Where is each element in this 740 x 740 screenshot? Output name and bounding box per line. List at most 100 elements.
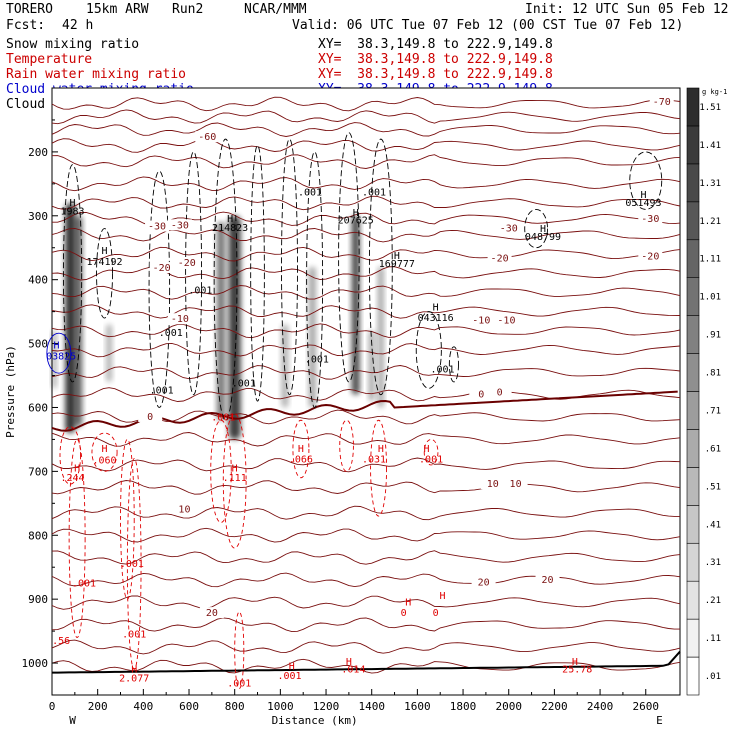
x-tick-label: 2200: [541, 700, 568, 713]
west-label: W: [69, 714, 76, 727]
rain-water-contour: [126, 458, 142, 670]
rain-water-contour: [91, 432, 118, 472]
cloud-ice-contour: [629, 151, 663, 210]
colorbar-segment: [686, 353, 700, 392]
colorbar-level-label: .41: [705, 520, 721, 530]
model-name: TORERO: [6, 2, 53, 17]
cloud-ice-contour: [213, 138, 238, 421]
rain-water-label: H: [74, 463, 80, 474]
colorbar-level-label: .21: [705, 596, 721, 606]
legend-field-name: Rain water mixing ratio: [6, 67, 187, 82]
model-resolution: 15km ARW: [86, 2, 149, 17]
x-tick-label: 0: [49, 700, 56, 713]
temperature-label: -30: [171, 220, 189, 231]
temperature-contour: [51, 122, 681, 137]
snow-shading-column: [377, 266, 384, 408]
temperature-label-bg: [494, 314, 519, 326]
colorbar-level-label: .91: [705, 331, 721, 341]
temperature-label: 10: [178, 505, 190, 516]
temperature-label-bg: [487, 252, 512, 264]
temperature-label: -20: [641, 252, 659, 263]
temperature-label: -30: [500, 223, 518, 234]
y-tick-label: 600: [28, 401, 48, 414]
snow-shading-column: [228, 215, 241, 440]
cloud-ice-label: 048799: [525, 232, 561, 243]
legend-field-name: Temperature: [6, 52, 93, 67]
temperature-contour: [51, 304, 681, 319]
temperature-label: 20: [478, 577, 490, 588]
rain-water-contour: [68, 438, 86, 638]
temperature-contour: [51, 480, 681, 495]
temperature-label-bg: [149, 262, 174, 274]
cloud-ice-contour: [281, 138, 298, 396]
cloud-ice-contour: [415, 311, 442, 389]
rain-water-label: H: [102, 444, 108, 455]
temperature-contour: [51, 550, 681, 565]
colorbar-segment: [686, 618, 700, 658]
colorbar-segment: [686, 391, 700, 430]
rain-water-label: H: [346, 657, 352, 668]
cloud-water-contour: [46, 332, 72, 374]
temperature-label: -70: [653, 97, 671, 108]
y-tick-label: 500: [28, 338, 48, 351]
temperature-contour: [51, 246, 681, 262]
x-tick-label: 200: [88, 700, 108, 713]
snow-shading-column: [281, 324, 289, 408]
temperature-label-bg: [496, 222, 521, 234]
colorbar-segment: [686, 542, 700, 582]
temperature-label: -20: [491, 254, 509, 265]
y-axis-label: Pressure (hPa): [4, 345, 17, 438]
model-run: Run2: [172, 2, 204, 17]
snow-shading-column: [51, 330, 57, 389]
cloud-ice-label: .001: [188, 286, 212, 297]
temperature-contour: [51, 457, 681, 473]
temperature-label-bg: [138, 410, 163, 422]
temperature-contour: [51, 323, 681, 339]
rain-water-label: 0: [401, 608, 407, 619]
rain-water-contour: [222, 413, 247, 549]
temperature-contour: [51, 228, 681, 243]
temperature-label: 0: [478, 390, 484, 401]
colorbar-segment: [686, 315, 700, 354]
x-tick-label: 1600: [404, 700, 431, 713]
y-tick-label: 200: [28, 146, 48, 159]
rain-water-label: .111: [223, 473, 247, 484]
temperature-label-bg: [638, 212, 663, 224]
rain-water-contour: [59, 426, 81, 485]
x-tick-label: 1400: [358, 700, 385, 713]
cloud-water-label: 03825: [46, 352, 76, 363]
temperature-label: -10: [472, 315, 490, 326]
cloud-ice-label: H: [70, 198, 76, 209]
colorbar-segment: [686, 580, 700, 620]
temperature-label: -30: [641, 214, 659, 225]
temperature-label-bg: [195, 131, 220, 143]
temperature-label-bg: [503, 478, 528, 490]
cloud-ice-contour: [96, 228, 113, 319]
x-tick-label: 800: [225, 700, 245, 713]
colorbar-level-label: 1.41: [699, 141, 721, 151]
temperature-label-bg: [469, 388, 494, 400]
legend-field-name: Snow mixing ratio: [6, 37, 140, 52]
temperature-label: -10: [497, 315, 515, 326]
legend-field-xy: XY= 38.3,149.8 to 222.9,149.8: [318, 67, 553, 82]
temperature-label-bg: [471, 576, 496, 588]
cloud-ice-label: 1983: [61, 207, 85, 218]
x-tick-label: 1000: [267, 700, 294, 713]
temperature-label-bg: [649, 95, 674, 107]
temperature-label: 20: [206, 608, 218, 619]
rain-water-contour: [210, 419, 232, 523]
snow-shading-column: [106, 324, 113, 382]
cloud-ice-label: 174192: [86, 257, 122, 268]
rain-water-label: 2.077: [119, 674, 149, 685]
cloud-water-label: H: [54, 341, 60, 352]
temperature-contour: [51, 176, 681, 192]
x-tick-label: 1200: [313, 700, 340, 713]
cloud-ice-contour: [306, 151, 324, 408]
y-tick-label: 900: [28, 593, 48, 606]
forecast-hour: 42 h: [62, 18, 94, 33]
cloud-ice-contour: [524, 208, 548, 249]
rain-water-label: H: [439, 591, 445, 602]
cloud-ice-label: 169777: [379, 259, 415, 270]
x-tick-label: 600: [179, 700, 199, 713]
snow-shading-column: [368, 330, 375, 402]
